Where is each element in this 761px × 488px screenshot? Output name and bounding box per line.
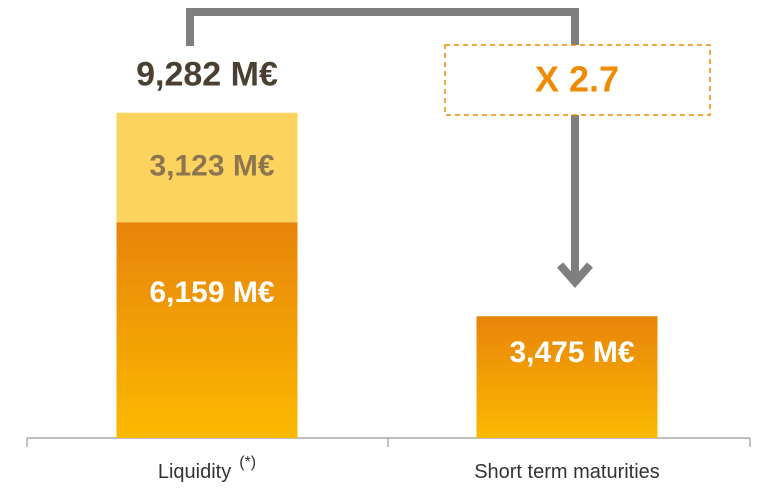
value-label: 6,159 M€ (149, 276, 274, 309)
category: Liquidity (158, 461, 231, 483)
arrow-head (557, 262, 593, 289)
x-tick-label: Short term maturities (474, 461, 660, 483)
x-tick-label: Liquidity (*) (158, 454, 256, 483)
value-label: 3,475 M€ (509, 336, 634, 369)
connector (186, 8, 579, 278)
bar-segment (476, 316, 658, 438)
total-label: 9,282 M€ (136, 56, 278, 94)
bar-segment (116, 222, 298, 438)
value-label: 3,123 M€ (149, 149, 274, 182)
category: Short term maturities (474, 461, 660, 483)
annotation: X 2.7 (535, 59, 619, 100)
annotation-box (444, 44, 711, 116)
category-note: (*) (239, 454, 256, 471)
bar-segment (116, 112, 298, 223)
